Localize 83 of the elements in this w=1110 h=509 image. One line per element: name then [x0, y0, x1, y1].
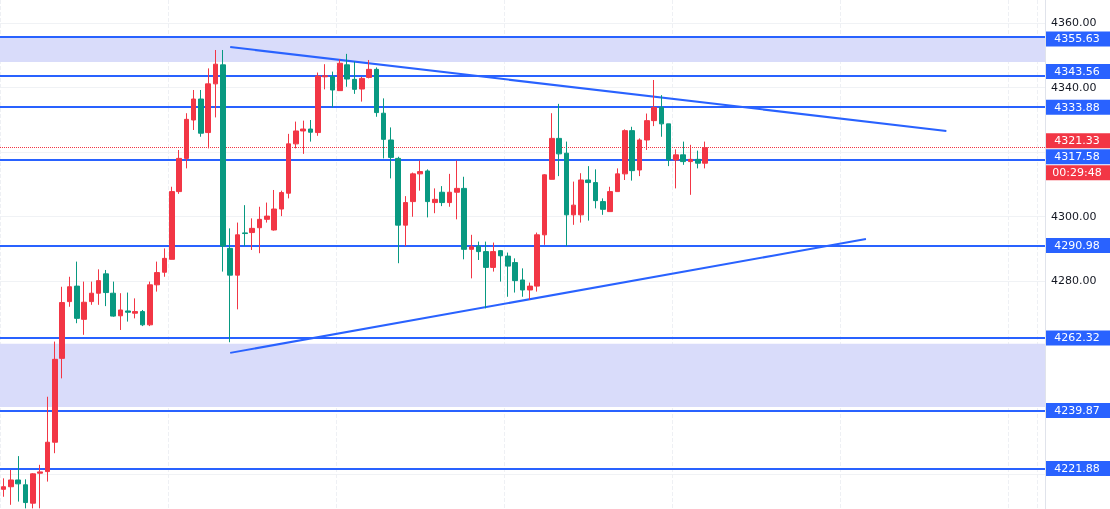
candlestick — [498, 249, 503, 283]
candlestick — [198, 89, 204, 138]
y-tick-label: 4340.00 — [1051, 80, 1097, 94]
candlestick — [59, 286, 65, 379]
candlestick — [132, 297, 138, 319]
candlestick — [556, 103, 562, 177]
candlestick — [103, 269, 109, 307]
candlestick — [542, 173, 547, 246]
candlestick — [220, 49, 226, 273]
candlestick — [439, 185, 445, 207]
candlestick — [249, 217, 255, 251]
candlestick — [578, 172, 584, 224]
candlestick — [52, 341, 58, 454]
candlestick — [585, 165, 591, 222]
candlestick — [162, 247, 167, 278]
candlestick — [227, 227, 233, 343]
ref-line-label: 4262.32 — [1054, 331, 1100, 345]
candlestick — [461, 176, 467, 260]
candlestick — [680, 141, 686, 166]
candlestick — [571, 181, 576, 226]
candlestick — [45, 396, 50, 483]
candlestick — [673, 148, 679, 189]
candlestick — [395, 156, 401, 264]
candlestick — [600, 197, 606, 216]
candlestick — [308, 119, 313, 143]
candlestick — [388, 126, 394, 179]
ref-line-label: 4355.63 — [1054, 32, 1100, 46]
candlestick — [403, 195, 408, 247]
y-tick-label: 4280.00 — [1051, 274, 1097, 288]
candlestick — [15, 455, 21, 503]
candlestick — [469, 234, 474, 279]
candlestick — [359, 76, 365, 103]
candlestick — [96, 268, 101, 306]
candlestick — [235, 222, 240, 310]
candlestick — [279, 190, 284, 217]
text: 00:29:48 — [1052, 166, 1102, 180]
candlestick — [344, 53, 350, 88]
candlestick — [615, 167, 620, 193]
candlestick — [89, 281, 94, 306]
candlestick — [191, 89, 196, 131]
candlestick — [74, 261, 80, 324]
candlestick — [257, 206, 262, 254]
candlestick — [8, 469, 14, 506]
candlestick — [425, 168, 430, 218]
y-tick-label: 4300.00 — [1051, 209, 1097, 223]
candlestick — [374, 66, 379, 118]
candlestick — [659, 94, 664, 138]
candlestick — [81, 281, 87, 336]
candlestick — [23, 478, 28, 509]
candlestick — [490, 242, 496, 273]
ref-line-label: 4321.33 — [1054, 134, 1100, 148]
candlestick — [125, 292, 131, 323]
y-tick-label: 4360.00 — [1051, 16, 1097, 30]
ref-line-label: 4239.87 — [1054, 403, 1100, 417]
candlestick — [447, 173, 452, 208]
ref-line-label: 4221.88 — [1054, 461, 1100, 475]
candlestick — [1, 477, 6, 498]
candlestick — [483, 241, 489, 309]
ref-line-label: 4333.88 — [1054, 100, 1100, 114]
candlestick — [520, 267, 525, 298]
candlestick — [337, 58, 343, 92]
candlestick — [242, 204, 248, 247]
ref-line-label: 4343.56 — [1054, 64, 1100, 78]
candlestick — [381, 97, 386, 159]
candlestick — [67, 276, 72, 308]
ref-line-label: 4317.58 — [1054, 150, 1100, 164]
candlestick — [666, 123, 671, 167]
candlestick — [118, 292, 123, 331]
candlestick — [593, 168, 598, 209]
candlestick — [454, 160, 460, 220]
candlestick — [607, 186, 613, 213]
candlestick — [366, 59, 372, 79]
candlestick — [564, 141, 569, 247]
candlestick — [213, 49, 218, 118]
candlestick — [140, 309, 145, 327]
candlestick — [330, 71, 335, 108]
candlestick — [629, 126, 635, 182]
candlestick — [695, 150, 701, 169]
candlestick — [352, 61, 357, 95]
candlestick — [432, 187, 438, 214]
candlestick — [110, 281, 116, 318]
candlestick — [476, 241, 481, 261]
ref-line-label: 4290.98 — [1054, 239, 1100, 253]
